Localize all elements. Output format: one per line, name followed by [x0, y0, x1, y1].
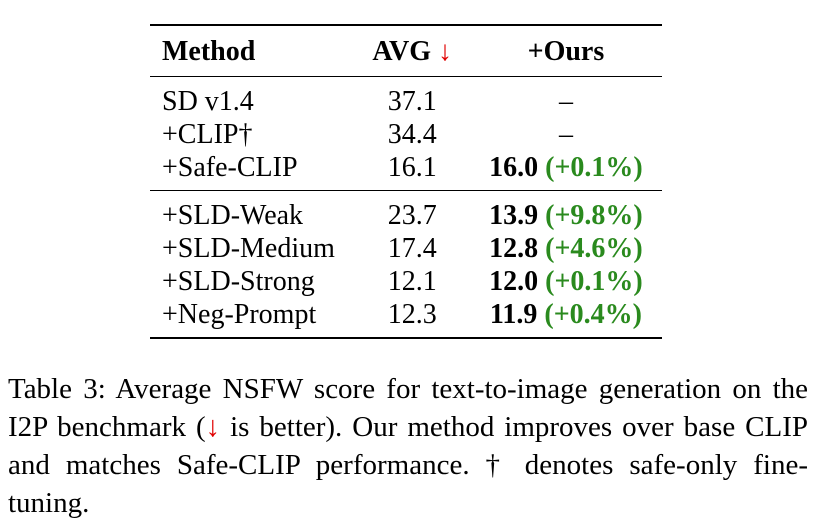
header-ours: +Ours [469, 24, 662, 77]
table-row: +SLD-Medium 17.4 12.8 (+4.6%) [150, 232, 662, 265]
header-method: Method [150, 24, 355, 77]
ours-value: – [558, 119, 573, 150]
ours-gain: (+0.4%) [544, 299, 642, 330]
ours-value: 11.9 [489, 299, 538, 330]
caption-text-start: Table 3: Average NSFW score for text-to-… [8, 373, 808, 443]
table-row: +SLD-Weak 23.7 13.9 (+9.8%) [150, 190, 662, 232]
ours-value: 16.0 [489, 152, 539, 183]
table-row: +Safe-CLIP 16.1 16.0 (+0.1%) [150, 151, 662, 191]
avg-cell: 23.7 [354, 190, 470, 232]
ours-cell: 12.8 (+4.6%) [470, 232, 662, 265]
table-header-row: Method AVG ↓ +Ours [150, 24, 662, 77]
method-cell: +Safe-CLIP [162, 152, 298, 183]
ours-cell: 13.9 (+9.8%) [469, 190, 662, 232]
avg-cell: 34.4 [387, 119, 437, 150]
ours-cell: 16.0 (+0.1%) [470, 151, 662, 191]
ours-gain: (+0.1%) [545, 152, 643, 183]
ours-cell: – [470, 77, 662, 119]
ours-cell: 11.9 (+0.4%) [469, 298, 662, 339]
avg-cell: 37.1 [387, 86, 437, 117]
method-cell: SD v1.4 [162, 86, 254, 117]
table-caption: Table 3: Average NSFW score for text-to-… [8, 370, 808, 522]
method-cell: +CLIP† [162, 119, 253, 150]
results-table-container: Method AVG ↓ +Ours SD v1.4 37.1 – +CLIP†… [150, 24, 662, 339]
method-cell: +Neg-Prompt [150, 298, 355, 339]
method-cell: +SLD-Medium [162, 233, 335, 264]
ours-value: 13.9 [489, 200, 539, 231]
ours-gain: (+0.1%) [545, 266, 643, 297]
method-cell: +SLD-Weak [150, 190, 355, 232]
ours-value: – [558, 86, 573, 117]
ours-gain: (+4.6%) [545, 233, 643, 264]
table-row: SD v1.4 37.1 – [150, 77, 662, 119]
table-row: +CLIP† 34.4 – [150, 118, 662, 151]
avg-cell: 12.3 [354, 298, 470, 339]
table-row: +SLD-Strong 12.1 12.0 (+0.1%) [150, 265, 662, 298]
ours-value: 12.8 [489, 233, 539, 264]
ours-cell: – [470, 118, 662, 151]
down-arrow-icon: ↓ [205, 411, 221, 443]
ours-value: 12.0 [489, 266, 539, 297]
caption-text-end: is better). Our method improves over bas… [8, 411, 808, 519]
down-arrow-icon: ↓ [438, 35, 452, 67]
table-row: +Neg-Prompt 12.3 11.9 (+0.4%) [150, 298, 662, 339]
results-table: Method AVG ↓ +Ours SD v1.4 37.1 – +CLIP†… [150, 24, 662, 339]
ours-gain: (+9.8%) [545, 200, 643, 231]
ours-cell: 12.0 (+0.1%) [470, 265, 662, 298]
avg-cell: 16.1 [387, 152, 437, 183]
method-cell: +SLD-Strong [162, 266, 315, 297]
header-avg: AVG ↓ [354, 24, 470, 77]
avg-cell: 17.4 [387, 233, 437, 264]
header-avg-label: AVG [372, 35, 431, 67]
avg-cell: 12.1 [387, 266, 437, 297]
